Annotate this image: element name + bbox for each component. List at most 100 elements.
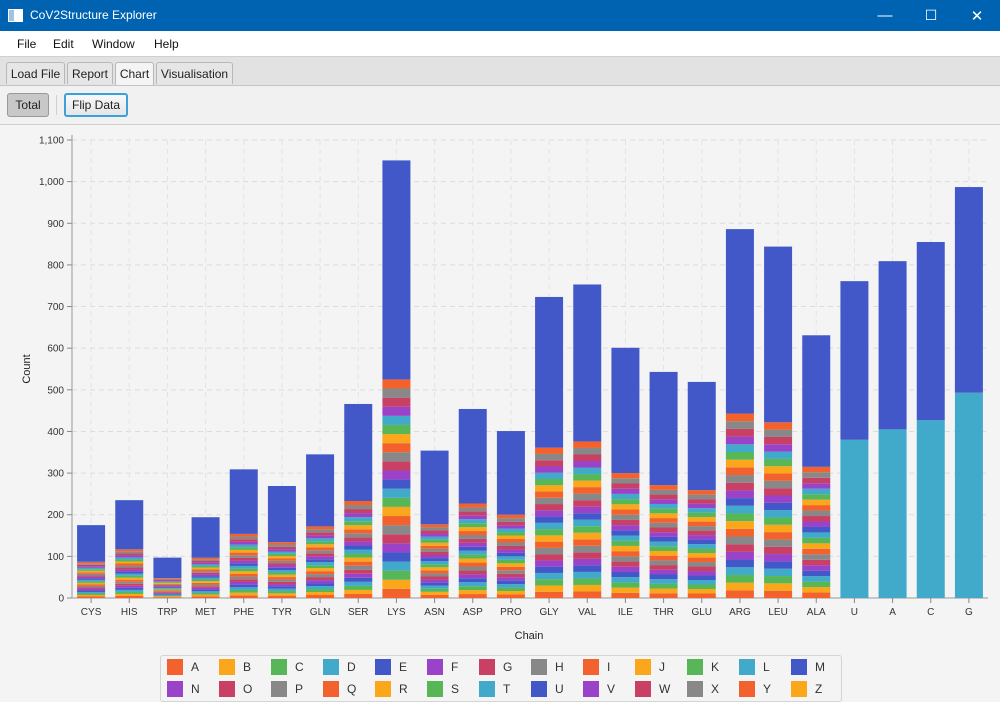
bar-segment-f[interactable] xyxy=(649,569,678,575)
bar-segment-u[interactable] xyxy=(954,187,983,393)
bar-segment-v[interactable] xyxy=(229,541,258,545)
bar-segment-q[interactable] xyxy=(611,509,640,515)
bar-segment-o[interactable] xyxy=(725,482,754,491)
bar-segment-n[interactable] xyxy=(649,532,678,537)
bar-segment-p[interactable] xyxy=(573,493,602,501)
bar-segment-l[interactable] xyxy=(267,570,296,573)
bar-segment-x[interactable] xyxy=(382,388,411,398)
bar-segment-m[interactable] xyxy=(725,498,754,506)
bar-segment-o[interactable] xyxy=(77,575,106,577)
bar-segment-l[interactable] xyxy=(458,550,487,555)
bar-segment-r[interactable] xyxy=(802,499,831,506)
bar-segment-t[interactable] xyxy=(649,503,678,509)
bar-segment-h[interactable] xyxy=(420,573,449,577)
bar-stack-cys[interactable] xyxy=(77,525,106,598)
bar-segment-k[interactable] xyxy=(306,565,335,569)
bar-segment-r[interactable] xyxy=(77,570,106,573)
bar-segment-j[interactable] xyxy=(77,582,106,585)
bar-segment-f[interactable] xyxy=(344,573,373,578)
bar-segment-b[interactable] xyxy=(306,592,335,596)
bar-segment-v[interactable] xyxy=(535,466,564,473)
legend-item-d[interactable]: D xyxy=(323,659,356,675)
bar-segment-y[interactable] xyxy=(306,526,335,530)
bar-segment-m[interactable] xyxy=(306,559,335,563)
bar-segment-p[interactable] xyxy=(764,480,793,489)
bar-segment-d[interactable] xyxy=(344,581,373,586)
bar-segment-p[interactable] xyxy=(153,584,182,586)
legend-item-i[interactable]: I xyxy=(583,659,610,675)
bar-segment-i[interactable] xyxy=(267,577,296,580)
bar-segment-o[interactable] xyxy=(420,551,449,556)
bar-segment-k[interactable] xyxy=(229,568,258,572)
bar-segment-w[interactable] xyxy=(420,530,449,534)
bar-segment-o[interactable] xyxy=(191,572,220,575)
bar-segment-a[interactable] xyxy=(611,592,640,598)
bar-segment-w[interactable] xyxy=(573,454,602,462)
bar-segment-e[interactable] xyxy=(344,577,373,582)
bar-segment-m[interactable] xyxy=(77,578,106,580)
bar-segment-n[interactable] xyxy=(153,586,182,588)
bar-segment-o[interactable] xyxy=(382,461,411,471)
bar-segment-i[interactable] xyxy=(649,555,678,561)
bar-segment-y[interactable] xyxy=(649,485,678,490)
bar-segment-v[interactable] xyxy=(496,525,525,529)
bar-stack-glu[interactable] xyxy=(687,381,716,598)
bar-segment-o[interactable] xyxy=(535,504,564,511)
bar-segment-h[interactable] xyxy=(573,545,602,553)
bar-segment-f[interactable] xyxy=(191,587,220,590)
bar-segment-e[interactable] xyxy=(382,552,411,562)
bar-segment-l[interactable] xyxy=(725,505,754,514)
bar-segment-s[interactable] xyxy=(344,521,373,526)
maximize-button[interactable]: ☐ xyxy=(924,7,938,23)
bar-segment-x[interactable] xyxy=(573,447,602,455)
bar-segment-l[interactable] xyxy=(420,561,449,565)
bar-segment-v[interactable] xyxy=(153,580,182,582)
bar-segment-e[interactable] xyxy=(306,583,335,587)
bar-segment-q[interactable] xyxy=(191,569,220,572)
bar-segment-u[interactable] xyxy=(229,469,258,534)
bar-segment-g[interactable] xyxy=(802,559,831,566)
bar-stack-ile[interactable] xyxy=(611,347,640,598)
bar-segment-s[interactable] xyxy=(764,458,793,467)
bar-segment-l[interactable] xyxy=(496,556,525,560)
bar-segment-t[interactable] xyxy=(191,564,220,567)
bar-segment-n[interactable] xyxy=(687,535,716,540)
bar-segment-k[interactable] xyxy=(77,581,106,583)
legend-item-u[interactable]: U xyxy=(531,681,564,697)
bar-segment-o[interactable] xyxy=(153,585,182,587)
bar-segment-h[interactable] xyxy=(306,574,335,578)
bar-segment-w[interactable] xyxy=(535,460,564,467)
bar-segment-e[interactable] xyxy=(611,571,640,578)
bar-segment-a[interactable] xyxy=(115,595,144,598)
bar-segment-j[interactable] xyxy=(382,506,411,517)
bar-stack-tyr[interactable] xyxy=(267,485,296,598)
bar-segment-u[interactable] xyxy=(306,454,335,527)
bar-segment-s[interactable] xyxy=(496,532,525,536)
bar-segment-i[interactable] xyxy=(382,516,411,526)
bar-segment-r[interactable] xyxy=(267,556,296,559)
bar-segment-x[interactable] xyxy=(611,478,640,484)
bar-segment-n[interactable] xyxy=(496,549,525,553)
bar-segment-n[interactable] xyxy=(267,565,296,568)
bar-segment-q[interactable] xyxy=(153,583,182,585)
bar-segment-h[interactable] xyxy=(153,591,182,593)
bar-segment-v[interactable] xyxy=(611,488,640,494)
bar-segment-e[interactable] xyxy=(725,559,754,568)
bar-segment-r[interactable] xyxy=(496,535,525,540)
bar-segment-p[interactable] xyxy=(687,526,716,531)
bar-segment-e[interactable] xyxy=(191,589,220,592)
bar-segment-l[interactable] xyxy=(611,535,640,541)
bar-segment-q[interactable] xyxy=(420,545,449,549)
bar-segment-u[interactable] xyxy=(458,408,487,504)
bar-segment-m[interactable] xyxy=(802,526,831,533)
bar-segment-j[interactable] xyxy=(153,589,182,591)
bar-segment-j[interactable] xyxy=(611,545,640,552)
bar-segment-x[interactable] xyxy=(725,421,754,429)
total-toggle-button[interactable]: Total xyxy=(7,93,49,117)
bar-stack-val[interactable] xyxy=(573,284,602,598)
bar-segment-p[interactable] xyxy=(535,497,564,505)
legend-item-t[interactable]: T xyxy=(479,681,510,697)
bar-stack-asp[interactable] xyxy=(458,408,487,598)
bar-segment-s[interactable] xyxy=(420,539,449,543)
bar-segment-a[interactable] xyxy=(382,588,411,598)
